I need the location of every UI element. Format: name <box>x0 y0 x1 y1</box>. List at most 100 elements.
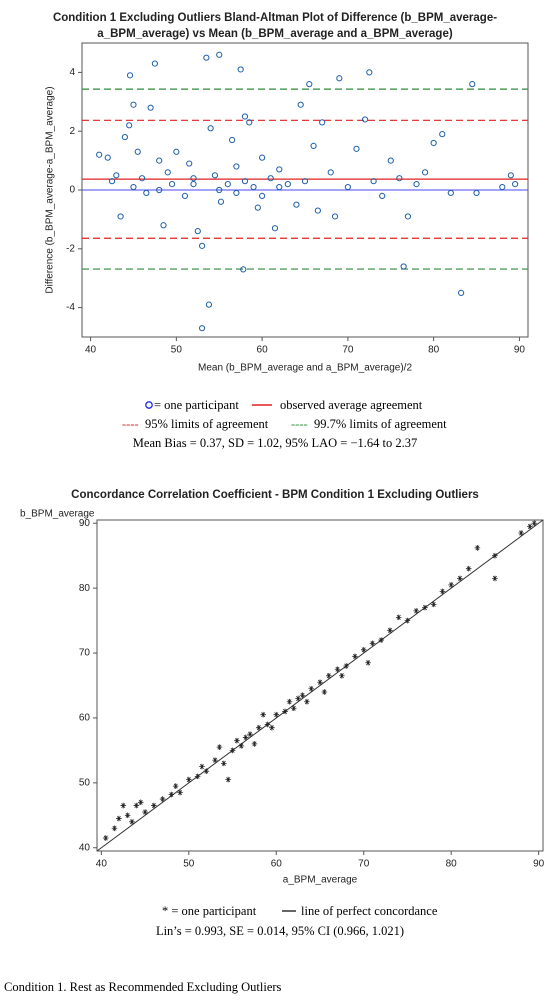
legend-label: * = one participant <box>162 904 257 918</box>
point <box>138 175 146 182</box>
point <box>492 552 498 559</box>
point <box>247 731 253 737</box>
x-tick-label: 80 <box>446 859 458 870</box>
x-tick-label: 60 <box>271 859 283 870</box>
point <box>116 815 122 822</box>
point <box>334 666 341 673</box>
point <box>290 705 297 712</box>
point <box>413 181 420 188</box>
point <box>422 604 428 611</box>
chart-note: Lin’s = 0.993, SE = 0.014, 95% CI (0.966… <box>156 924 404 938</box>
point <box>207 125 214 132</box>
point <box>282 708 288 715</box>
point <box>343 663 350 669</box>
legend-symbol: ---- <box>291 417 308 431</box>
point <box>181 192 189 199</box>
point <box>130 101 137 108</box>
x-tick-label: 60 <box>257 345 269 356</box>
point <box>264 721 271 728</box>
point <box>241 178 249 185</box>
point <box>310 142 317 149</box>
point <box>295 695 301 702</box>
point <box>413 608 419 614</box>
point <box>126 72 134 79</box>
point <box>113 172 120 179</box>
point <box>205 301 213 308</box>
point <box>299 692 306 699</box>
point <box>186 776 192 783</box>
point <box>293 201 300 208</box>
point <box>448 582 454 588</box>
point <box>284 181 291 188</box>
y-tick-label: -4 <box>66 302 75 313</box>
legend-symbol: ---- <box>122 417 139 431</box>
legend-label: = one participant <box>154 398 239 412</box>
point <box>260 711 266 718</box>
point <box>306 81 313 88</box>
point <box>194 773 201 780</box>
caption: Condition 1. Rest as Recommended Excludi… <box>4 980 282 994</box>
point <box>366 69 373 76</box>
point <box>194 228 201 235</box>
point <box>133 802 140 809</box>
point <box>499 183 506 191</box>
point <box>344 183 351 191</box>
point <box>151 60 159 67</box>
point <box>458 289 465 296</box>
point <box>378 637 385 643</box>
point <box>156 186 163 194</box>
y-tick-label: 0 <box>69 185 75 196</box>
point <box>395 614 402 621</box>
point <box>457 575 463 582</box>
point <box>273 711 280 718</box>
point <box>314 207 321 214</box>
point <box>352 653 358 660</box>
point <box>241 113 249 120</box>
point <box>271 225 279 232</box>
x-tick-label: 40 <box>96 859 108 870</box>
point <box>203 768 210 774</box>
chart-note: Mean Bias = 0.37, SD = 1.02, 95% LAO = −… <box>133 436 417 450</box>
point <box>117 213 124 220</box>
point <box>360 647 367 653</box>
point <box>331 213 339 220</box>
point <box>269 724 275 731</box>
point <box>387 157 394 164</box>
point <box>190 175 197 182</box>
point <box>102 835 109 841</box>
point <box>216 51 223 58</box>
point <box>439 131 446 138</box>
point <box>250 183 257 191</box>
point <box>212 757 218 763</box>
point <box>325 672 332 679</box>
point <box>400 263 407 270</box>
point <box>319 119 326 126</box>
point <box>108 178 116 185</box>
point <box>104 154 111 161</box>
point <box>361 116 369 123</box>
point <box>473 189 480 197</box>
point <box>404 617 411 624</box>
point <box>531 520 538 527</box>
point <box>321 689 328 695</box>
point <box>199 763 205 770</box>
x-tick-label: 70 <box>358 859 370 870</box>
point <box>369 640 376 647</box>
y-tick-label: -2 <box>66 243 75 254</box>
point <box>173 148 180 155</box>
point <box>129 818 135 825</box>
point <box>126 122 133 129</box>
point <box>474 545 481 551</box>
point <box>147 104 154 111</box>
point <box>143 189 150 197</box>
plot-frame <box>96 519 544 852</box>
point <box>228 136 236 144</box>
point <box>527 523 533 530</box>
point <box>379 192 386 199</box>
point <box>353 145 360 152</box>
point <box>370 178 377 185</box>
point <box>430 601 437 608</box>
point <box>172 783 179 789</box>
point <box>492 575 498 582</box>
